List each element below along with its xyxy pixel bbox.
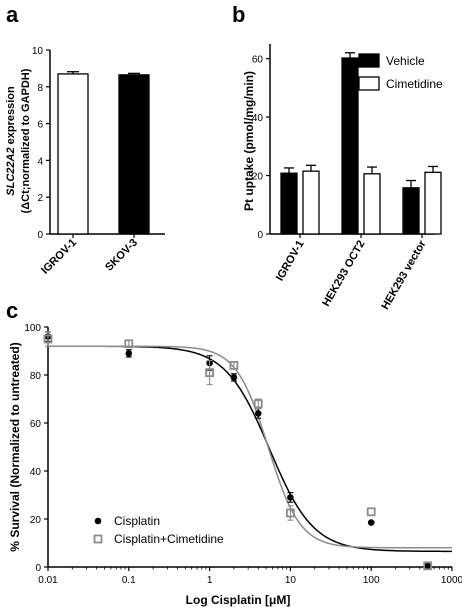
panel-c-legend-label: Cisplatin <box>114 514 160 528</box>
panel-b-legend-swatch <box>358 76 380 91</box>
panel-c-xtick-label: 100 <box>363 575 380 586</box>
panel-b-ytick-label: 0 <box>257 230 263 241</box>
panel-c-ytick-label: 40 <box>30 467 42 478</box>
panel-b-legend-label: Vehicle <box>386 54 425 68</box>
panel-b-ytick-label: 20 <box>252 172 264 183</box>
panel-b-ytick-label: 40 <box>252 113 264 124</box>
panel-c-point-cisplatin-cimetidine <box>229 360 239 370</box>
panel-c-xtick-label: 10 <box>285 575 297 586</box>
panel-label-a: a <box>6 2 19 27</box>
panel-c-point-cisplatin-cimetidine <box>43 334 53 344</box>
panel-b-bar-cimetidine <box>302 170 320 235</box>
panel-c-fit-curve-cisplatin-cimetidine <box>48 345 452 549</box>
panel-a-ylabel-line2: (ΔCt;normalized to GAPDH) <box>20 68 32 213</box>
panel-b-bar-cimetidine <box>424 171 442 235</box>
panel-b-bar-cimetidine <box>363 173 381 235</box>
panel-c-xtick-label: 0.1 <box>122 575 136 586</box>
panel-a-ylabel-rest: expression <box>5 86 17 147</box>
panel-label-c: c <box>6 298 18 323</box>
panel-b-ylabel: Pt uptake (pmol/mg/min) <box>242 71 256 211</box>
panel-c-xlabel-unit: μM <box>269 593 286 607</box>
panel-b-bar-vehicle <box>341 57 359 235</box>
panel-c-chart: % Survival (Normalized to untreated) Log… <box>8 323 462 607</box>
panel-b-xtick-label: IGROV-1 <box>274 239 307 284</box>
panel-c-xtick-label: 1 <box>207 575 213 586</box>
panel-c-ytick-label: 60 <box>30 419 42 430</box>
panel-c-point-cisplatin-cimetidine <box>205 368 215 378</box>
panel-c-ytick-label: 0 <box>35 563 41 574</box>
panel-a-ylabel-gene: SLC22A2 <box>5 147 17 195</box>
panel-a-ytick-label: 10 <box>32 46 44 57</box>
panel-b-xtick-label: HEK293 vector <box>379 238 429 312</box>
panel-c-xlabel: Log Cisplatin [μM] <box>186 593 291 607</box>
panel-c-point-cisplatin-cimetidine <box>124 339 134 349</box>
panel-a-bar <box>118 74 150 235</box>
panel-c-legend-label: Cisplatin+Cimetidine <box>114 532 224 546</box>
panel-label-b: b <box>232 2 245 27</box>
panel-c-ytick-label: 100 <box>24 323 41 334</box>
panel-b-chart: Pt uptake (pmol/mg/min) 0 20 40 60 IGROV-1 HE… <box>242 44 443 312</box>
panel-c-point-cisplatin <box>125 350 133 357</box>
panel-c-point-cisplatin <box>254 410 262 417</box>
panel-c-xlabel-suffix: ] <box>286 593 290 607</box>
panel-c-ytick-label: 80 <box>30 371 42 382</box>
panel-c-point-cisplatin-cimetidine <box>253 399 263 409</box>
panel-b-bar-vehicle <box>280 172 298 235</box>
panel-c-xtick-label: 0.01 <box>38 575 58 586</box>
panel-c-point-cisplatin <box>230 374 238 381</box>
panel-c-xlabel-prefix: Log Cisplatin [ <box>186 593 269 607</box>
panel-c-point-cisplatin-cimetidine <box>366 507 376 517</box>
panel-c-point-cisplatin <box>367 519 375 526</box>
panel-c-ylabel: % Survival (Normalized to untreated) <box>8 342 22 551</box>
panel-c-legend-marker <box>94 517 102 525</box>
panel-c-point-cisplatin <box>287 494 294 501</box>
panel-a-ytick-label: 0 <box>37 230 43 241</box>
panel-a-ytick-label: 8 <box>37 83 43 94</box>
panel-a-ytick-label: 6 <box>37 120 43 131</box>
panel-a-bar <box>57 73 89 235</box>
panel-a-xtick-label: IGROV-1 <box>39 237 79 277</box>
panel-a-ylabel: SLC22A2 expression <box>5 86 17 196</box>
panel-c-point-cisplatin <box>424 562 431 570</box>
panel-c-xtick-label: 1000 <box>441 575 462 586</box>
panel-c-point-cisplatin-cimetidine <box>423 561 433 571</box>
panel-b-legend-label: Cimetidine <box>386 77 443 91</box>
panel-c-legend-marker <box>93 534 103 544</box>
panel-b-ytick-label: 60 <box>252 55 264 66</box>
panel-c-ytick-label: 20 <box>30 515 42 526</box>
panel-b-xtick-label: HEK293 OCT2 <box>320 239 367 309</box>
panel-a-ytick-label: 2 <box>37 193 43 204</box>
panel-a-ytick-label: 4 <box>37 156 43 167</box>
panel-a-xtick-label: SKOV-3 <box>103 237 140 274</box>
panel-a-chart: SLC22A2 expression (ΔCt;normalized to GA… <box>5 46 165 277</box>
panel-b-legend-swatch <box>358 53 380 68</box>
panel-c-point-cisplatin-cimetidine <box>285 508 295 518</box>
panel-c-fit-curve-cisplatin <box>48 345 452 553</box>
panel-b-bar-vehicle <box>402 187 420 235</box>
